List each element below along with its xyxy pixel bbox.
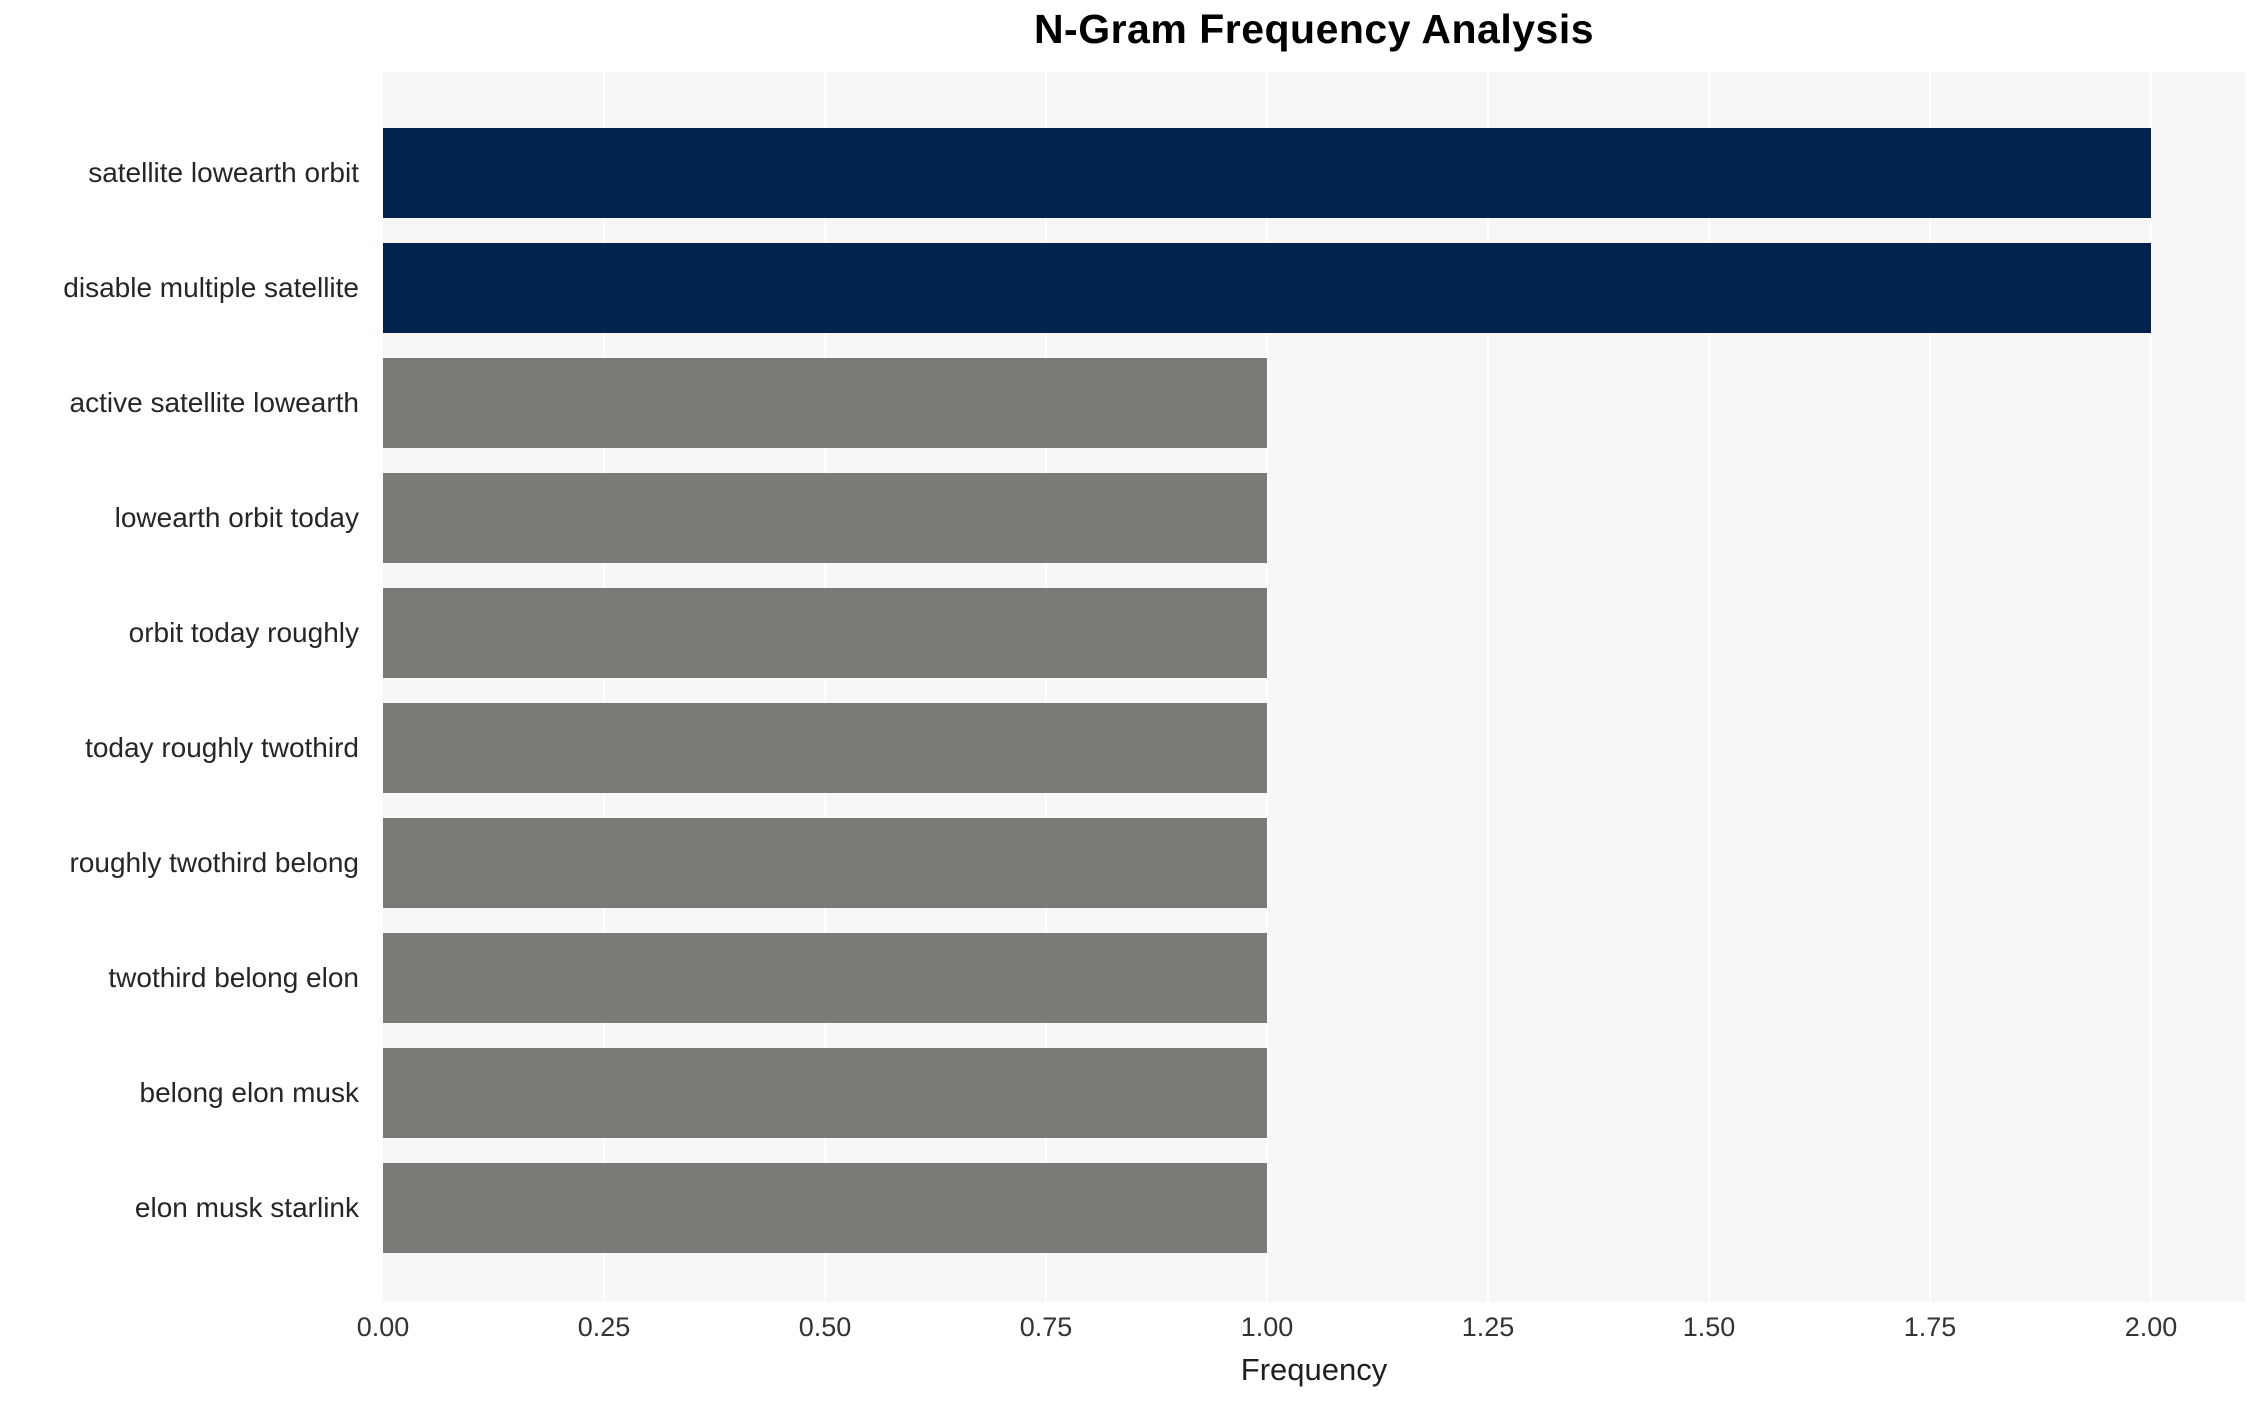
x-tick-label: 0.50 [798, 1312, 852, 1342]
y-tick-label: disable multiple satellite [63, 272, 359, 303]
bar [383, 1048, 1267, 1138]
bar [383, 128, 2151, 218]
gridline [1929, 72, 1931, 1302]
bar [383, 1163, 1267, 1253]
bar [383, 818, 1267, 908]
y-tick-label: twothird belong elon [108, 962, 359, 993]
y-tick-label: elon musk starlink [134, 1192, 359, 1223]
y-tick-label: roughly twothird belong [69, 847, 359, 878]
y-axis-tick-labels: satellite lowearth orbit disable multiple… [0, 72, 371, 1302]
x-tick-label: 1.25 [1461, 1312, 1515, 1342]
bar [383, 358, 1267, 448]
plot-area [383, 72, 2245, 1302]
y-tick-label: lowearth orbit today [114, 502, 359, 533]
x-tick-label: 0.25 [577, 1312, 631, 1342]
x-tick-label: 0.00 [356, 1312, 410, 1342]
gridline [1266, 72, 1268, 1302]
bar [383, 933, 1267, 1023]
y-tick-label: active satellite lowearth [69, 387, 359, 418]
gridline [1045, 72, 1047, 1302]
gridline [1708, 72, 1710, 1302]
x-tick-label: 1.75 [1903, 1312, 1957, 1342]
gridline [824, 72, 826, 1302]
gridline [1487, 72, 1489, 1302]
gridline [2150, 72, 2152, 1302]
x-tick-label: 1.00 [1240, 1312, 1294, 1342]
y-tick-label: belong elon musk [139, 1077, 359, 1108]
y-tick-label: today roughly twothird [85, 732, 359, 763]
bar [383, 473, 1267, 563]
bar [383, 588, 1267, 678]
bar [383, 703, 1267, 793]
x-axis-title: Frequency [1240, 1352, 1388, 1387]
bar [383, 243, 2151, 333]
x-axis-tick-labels: 0.00 0.25 0.50 0.75 1.00 1.25 1.50 1.75 2.00 [357, 1302, 2245, 1348]
x-tick-label: 1.50 [1682, 1312, 1736, 1342]
y-tick-label: satellite lowearth orbit [88, 157, 359, 188]
x-tick-label: 0.75 [1019, 1312, 1073, 1342]
y-tick-label: orbit today roughly [128, 617, 359, 648]
x-tick-label: 2.00 [2124, 1312, 2178, 1342]
chart-title: N-Gram Frequency Analysis [1033, 6, 1595, 52]
gridline [603, 72, 605, 1302]
